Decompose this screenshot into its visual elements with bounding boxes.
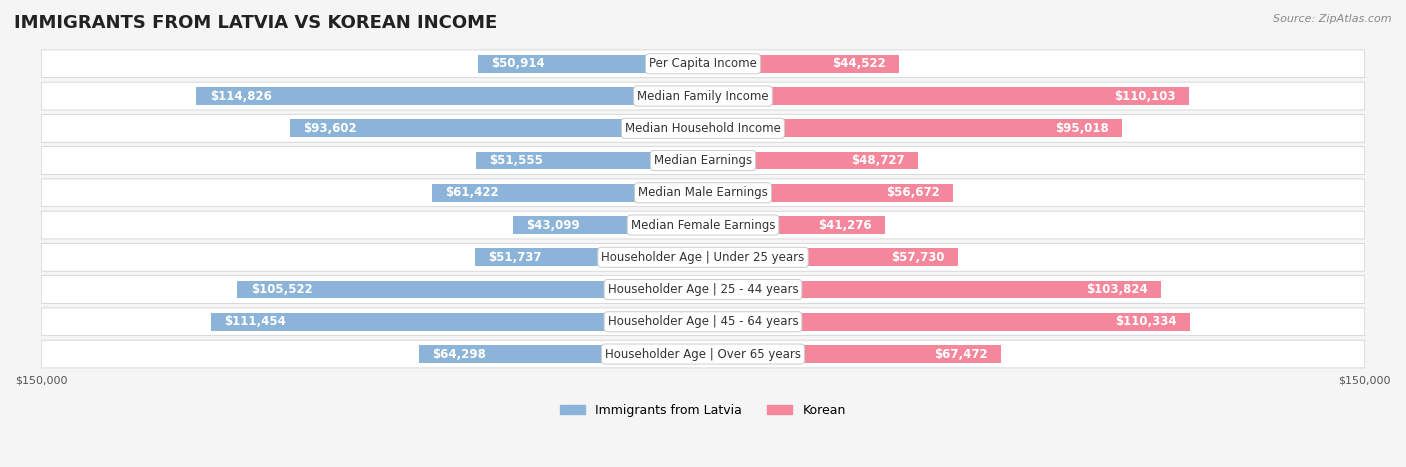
Text: $56,672: $56,672 xyxy=(886,186,939,199)
Text: $105,522: $105,522 xyxy=(250,283,312,296)
Legend: Immigrants from Latvia, Korean: Immigrants from Latvia, Korean xyxy=(555,399,851,422)
FancyBboxPatch shape xyxy=(41,179,1365,207)
Text: Householder Age | 25 - 44 years: Householder Age | 25 - 44 years xyxy=(607,283,799,296)
Bar xyxy=(475,248,703,266)
Text: $61,422: $61,422 xyxy=(446,186,499,199)
FancyBboxPatch shape xyxy=(41,114,1365,142)
Text: Source: ZipAtlas.com: Source: ZipAtlas.com xyxy=(1274,14,1392,24)
Bar xyxy=(703,313,1189,331)
FancyBboxPatch shape xyxy=(41,243,1365,271)
FancyBboxPatch shape xyxy=(41,211,1365,239)
FancyBboxPatch shape xyxy=(41,308,1365,336)
Text: $114,826: $114,826 xyxy=(209,90,271,103)
Bar xyxy=(703,184,953,202)
Text: Householder Age | Under 25 years: Householder Age | Under 25 years xyxy=(602,251,804,264)
Bar xyxy=(238,281,703,298)
Text: $110,334: $110,334 xyxy=(1115,315,1177,328)
Bar xyxy=(475,152,703,170)
Text: Householder Age | Over 65 years: Householder Age | Over 65 years xyxy=(605,347,801,361)
FancyBboxPatch shape xyxy=(41,276,1365,304)
Text: Householder Age | 45 - 64 years: Householder Age | 45 - 64 years xyxy=(607,315,799,328)
Bar xyxy=(513,216,703,234)
Text: Median Earnings: Median Earnings xyxy=(654,154,752,167)
Bar xyxy=(703,87,1188,105)
Text: $93,602: $93,602 xyxy=(304,122,357,135)
Text: $57,730: $57,730 xyxy=(891,251,945,264)
Bar xyxy=(478,55,703,73)
Text: $95,018: $95,018 xyxy=(1054,122,1109,135)
Bar xyxy=(703,152,918,170)
Text: $64,298: $64,298 xyxy=(433,347,486,361)
Text: $51,555: $51,555 xyxy=(489,154,543,167)
Text: Median Male Earnings: Median Male Earnings xyxy=(638,186,768,199)
Bar xyxy=(290,120,703,137)
Text: $67,472: $67,472 xyxy=(934,347,987,361)
Bar xyxy=(703,248,957,266)
Text: $50,914: $50,914 xyxy=(492,57,546,71)
Bar xyxy=(419,345,703,363)
Bar xyxy=(197,87,703,105)
Bar xyxy=(703,120,1122,137)
FancyBboxPatch shape xyxy=(41,340,1365,368)
Text: Per Capita Income: Per Capita Income xyxy=(650,57,756,71)
FancyBboxPatch shape xyxy=(41,147,1365,175)
Bar xyxy=(211,313,703,331)
Bar xyxy=(703,216,886,234)
Text: $41,276: $41,276 xyxy=(818,219,872,232)
Text: Median Household Income: Median Household Income xyxy=(626,122,780,135)
Text: $111,454: $111,454 xyxy=(225,315,287,328)
Text: $43,099: $43,099 xyxy=(526,219,579,232)
Text: $110,103: $110,103 xyxy=(1114,90,1175,103)
Bar xyxy=(703,55,900,73)
Bar xyxy=(703,281,1161,298)
Text: $51,737: $51,737 xyxy=(488,251,541,264)
Text: Median Family Income: Median Family Income xyxy=(637,90,769,103)
Text: $44,522: $44,522 xyxy=(832,57,886,71)
Text: $103,824: $103,824 xyxy=(1085,283,1147,296)
Bar xyxy=(432,184,703,202)
FancyBboxPatch shape xyxy=(41,50,1365,78)
Text: Median Female Earnings: Median Female Earnings xyxy=(631,219,775,232)
FancyBboxPatch shape xyxy=(41,82,1365,110)
Text: IMMIGRANTS FROM LATVIA VS KOREAN INCOME: IMMIGRANTS FROM LATVIA VS KOREAN INCOME xyxy=(14,14,498,32)
Bar xyxy=(703,345,1001,363)
Text: $48,727: $48,727 xyxy=(851,154,904,167)
